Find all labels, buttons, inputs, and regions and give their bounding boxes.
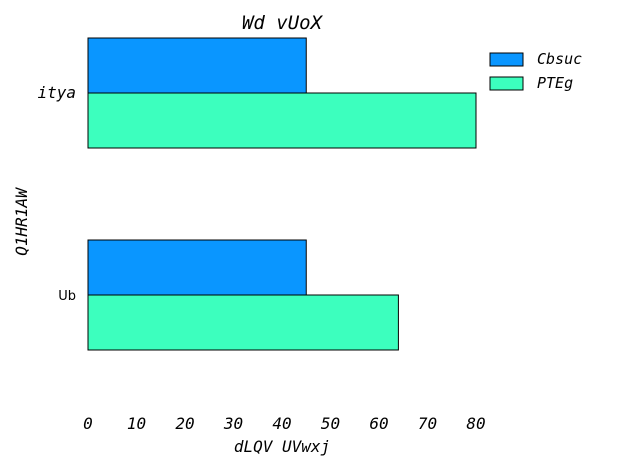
x-tick-label: 40 (272, 414, 291, 433)
x-axis-label: dLQV UVwxj (234, 437, 330, 456)
x-tick-label: 80 (466, 414, 485, 433)
legend-label-PTEg: PTEg (537, 74, 573, 92)
y-axis-label: Q1HR1AW (12, 187, 31, 256)
bar-Cbsuc-itya (88, 38, 306, 93)
legend: Cbsuc PTEg (490, 50, 582, 92)
x-tick-labels: 0 10 20 30 40 50 60 70 80 (83, 414, 485, 433)
x-tick-label: 30 (223, 414, 243, 433)
x-tick-label: 20 (175, 414, 194, 433)
legend-swatch-PTEg (490, 77, 523, 90)
bar-Cbsuc-Ub (88, 240, 306, 295)
bars-group (88, 38, 476, 350)
legend-label-Cbsuc: Cbsuc (537, 50, 582, 68)
bar-PTEg-Ub (88, 295, 398, 350)
legend-swatch-Cbsuc (490, 53, 523, 66)
x-tick-label: 60 (369, 414, 388, 433)
x-tick-label: 70 (418, 414, 437, 433)
x-tick-label: 50 (321, 414, 340, 433)
category-label: Ub (58, 289, 76, 304)
x-tick-label: 10 (127, 414, 146, 433)
category-label: itya (37, 83, 76, 102)
x-tick-label: 0 (83, 414, 93, 433)
bar-PTEg-itya (88, 93, 476, 148)
chart-title: Wd vUoX (242, 12, 324, 34)
category-labels: itya Ub (37, 83, 76, 304)
